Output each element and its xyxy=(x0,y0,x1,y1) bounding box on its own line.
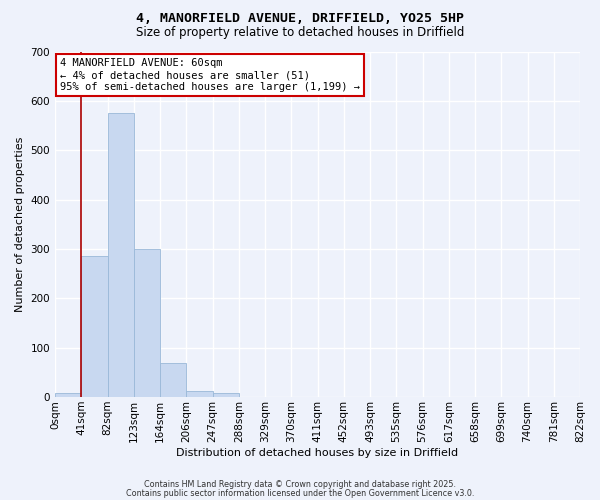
Text: 4 MANORFIELD AVENUE: 60sqm
← 4% of detached houses are smaller (51)
95% of semi-: 4 MANORFIELD AVENUE: 60sqm ← 4% of detac… xyxy=(60,58,360,92)
Bar xyxy=(55,393,81,397)
Text: 4, MANORFIELD AVENUE, DRIFFIELD, YO25 5HP: 4, MANORFIELD AVENUE, DRIFFIELD, YO25 5H… xyxy=(136,12,464,26)
Text: Contains public sector information licensed under the Open Government Licence v3: Contains public sector information licen… xyxy=(126,488,474,498)
Text: Size of property relative to detached houses in Driffield: Size of property relative to detached ho… xyxy=(136,26,464,39)
X-axis label: Distribution of detached houses by size in Driffield: Distribution of detached houses by size … xyxy=(176,448,458,458)
Bar xyxy=(107,113,134,397)
Text: Contains HM Land Registry data © Crown copyright and database right 2025.: Contains HM Land Registry data © Crown c… xyxy=(144,480,456,489)
Bar xyxy=(160,364,186,397)
Y-axis label: Number of detached properties: Number of detached properties xyxy=(15,136,25,312)
Bar xyxy=(81,256,107,397)
Bar xyxy=(186,391,212,397)
Bar xyxy=(212,393,239,397)
Bar xyxy=(134,249,160,397)
